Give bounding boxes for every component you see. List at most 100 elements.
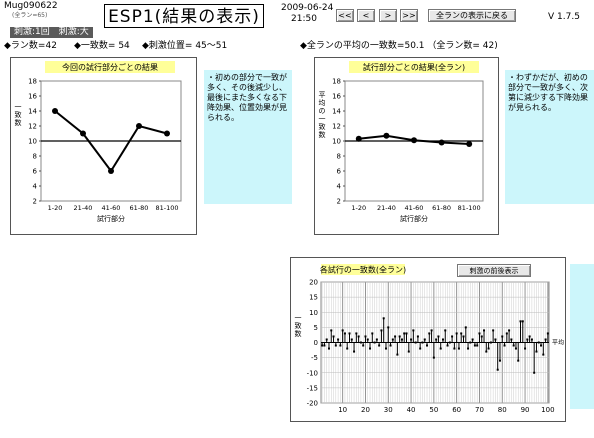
- y-axis-label-char: 平: [319, 91, 326, 99]
- data-point: [514, 347, 517, 350]
- data-point: [519, 320, 522, 323]
- data-point: [528, 335, 531, 338]
- data-point: [423, 338, 426, 341]
- data-point: [492, 329, 495, 332]
- y-tick-label: 5: [314, 324, 318, 332]
- x-tick-label: 20: [361, 406, 370, 414]
- x-tick-label: 60: [452, 406, 461, 414]
- per-trial-chart: 各試行の一致数(全ラン) -20 -15 -10 -5 0 5 10 15 20 10 20 30 40 5…: [295, 264, 564, 414]
- data-point: [136, 123, 142, 129]
- chart-title-bg: [321, 264, 405, 275]
- data-point: [394, 335, 397, 338]
- data-point: [391, 338, 394, 341]
- x-tick-label: 80: [498, 406, 507, 414]
- data-point: [164, 130, 170, 137]
- data-point: [341, 329, 344, 332]
- data-point: [343, 332, 346, 335]
- data-point: [421, 341, 424, 344]
- data-point: [460, 332, 463, 335]
- data-point: [325, 338, 328, 341]
- y-axis-label-char: の: [319, 107, 326, 115]
- x-tick-label: 1-20: [48, 204, 63, 212]
- chart-title-bg: [349, 61, 479, 73]
- x-tick-label: 30: [384, 406, 393, 414]
- x-tick-label: 40: [407, 406, 416, 414]
- nav-prev-button[interactable]: <: [357, 9, 375, 22]
- y-tick-label: 8: [337, 153, 341, 161]
- data-point: [375, 338, 378, 341]
- y-tick-label: 18: [28, 78, 37, 86]
- x-tick-label: 41-60: [405, 204, 424, 212]
- data-point: [410, 338, 413, 341]
- per-trial-chart-panel: 各試行の一致数(全ラン) -20 -15 -10 -5 0 5 10 15 20 10 20 30 40 5…: [290, 257, 566, 422]
- y-axis-label-char: 数: [15, 118, 22, 127]
- data-point: [108, 168, 114, 174]
- data-point: [398, 335, 401, 338]
- all-runs-chart-panel: 試行部分ごとの結果(全ラン) 2 4 6 8 10 12 14 16 18 1-20 21-40 41-…: [314, 57, 499, 235]
- y-tick-label: -10: [307, 369, 318, 377]
- x-tick-label: 21-40: [74, 204, 93, 212]
- y-tick-label: 10: [28, 138, 37, 146]
- x-tick-label: 70: [475, 406, 484, 414]
- y-tick-label: -15: [307, 384, 318, 392]
- stim-context-button[interactable]: 刺激の前後表示: [457, 264, 531, 277]
- data-point: [453, 347, 456, 350]
- data-point: [542, 353, 545, 356]
- data-point: [501, 335, 504, 338]
- data-point: [544, 338, 547, 341]
- data-point: [387, 326, 390, 329]
- data-point: [348, 332, 351, 335]
- y-tick-label: 4: [337, 183, 342, 191]
- data-point: [526, 338, 529, 341]
- data-point: [469, 341, 472, 344]
- x-tick-label: 61-80: [130, 204, 149, 212]
- data-point: [430, 329, 433, 332]
- y-tick-label: 4: [33, 183, 38, 191]
- y-tick-label: 6: [33, 168, 38, 176]
- data-point: [52, 108, 58, 114]
- y-axis-label-char: 致: [295, 321, 302, 330]
- data-point: [489, 341, 492, 344]
- data-point: [498, 359, 501, 362]
- data-point: [524, 347, 527, 350]
- y-axis-label-char: 一: [295, 314, 302, 322]
- data-point: [464, 326, 467, 329]
- y-axis-label-char: 致: [319, 122, 326, 131]
- runs-stat: ◆ラン数=42: [4, 41, 57, 51]
- data-point: [373, 341, 376, 344]
- y-axis-label-char: 一: [15, 103, 22, 111]
- data-point: [366, 338, 369, 341]
- data-point: [533, 371, 536, 374]
- data-point: [403, 332, 406, 335]
- data-point: [327, 347, 330, 350]
- data-point: [384, 347, 387, 350]
- nav-last-button[interactable]: >>: [400, 9, 418, 22]
- chart-title: 試行部分ごとの結果(全ラン): [363, 62, 465, 72]
- data-point: [80, 130, 86, 137]
- nav-next-button[interactable]: >: [379, 9, 397, 22]
- data-point: [435, 338, 438, 341]
- nav-first-button[interactable]: <<: [336, 9, 354, 22]
- y-tick-label: 18: [332, 78, 341, 86]
- data-point: [359, 341, 362, 344]
- y-tick-label: 12: [332, 123, 341, 131]
- data-point: [419, 347, 422, 350]
- data-point: [451, 335, 454, 338]
- data-point: [330, 329, 333, 332]
- y-tick-label: 10: [332, 138, 341, 146]
- data-point: [411, 137, 417, 144]
- data-point: [405, 332, 408, 335]
- data-point: [438, 139, 445, 146]
- all-runs-button[interactable]: 全ランの表示に戻る: [428, 9, 516, 22]
- matches-stat: ◆一致数= 54: [74, 41, 130, 51]
- x-tick-label: 81-100: [155, 204, 178, 212]
- y-tick-label: 16: [332, 93, 341, 101]
- y-tick-label: 6: [337, 168, 342, 176]
- data-point: [505, 332, 508, 335]
- x-tick-label: 50: [429, 406, 438, 414]
- data-point: [441, 338, 444, 341]
- data-point: [485, 350, 488, 353]
- per-trial-note: [570, 264, 594, 409]
- data-point: [426, 344, 429, 347]
- data-point: [446, 344, 449, 347]
